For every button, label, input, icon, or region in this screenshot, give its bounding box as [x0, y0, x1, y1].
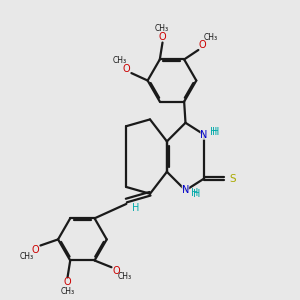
Text: H: H	[193, 189, 200, 199]
Text: CH₃: CH₃	[20, 252, 34, 261]
Text: O: O	[159, 32, 166, 43]
Text: CH₃: CH₃	[117, 272, 131, 281]
Text: O: O	[64, 278, 71, 287]
Text: S: S	[230, 174, 236, 184]
Text: CH₃: CH₃	[154, 24, 169, 33]
Text: H: H	[191, 188, 199, 198]
Text: CH₃: CH₃	[203, 33, 218, 42]
Text: O: O	[113, 266, 120, 276]
Text: CH₃: CH₃	[113, 56, 127, 65]
Text: H: H	[212, 127, 219, 137]
Text: H: H	[210, 127, 217, 137]
Text: H: H	[132, 203, 140, 213]
Text: O: O	[199, 40, 206, 50]
Text: N: N	[182, 185, 189, 195]
Text: N: N	[200, 130, 208, 140]
Text: CH₃: CH₃	[61, 287, 75, 296]
Text: O: O	[31, 244, 39, 255]
Text: O: O	[123, 64, 130, 74]
